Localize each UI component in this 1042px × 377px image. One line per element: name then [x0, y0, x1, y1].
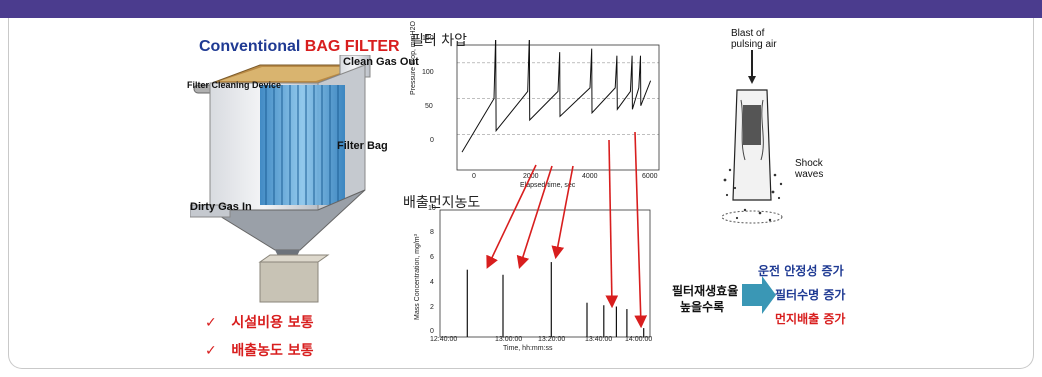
pressure-ytick-150: 150	[422, 35, 434, 42]
baghouse-title: Conventional BAG FILTER	[199, 38, 400, 56]
cause-line-1: 필터재생효율	[672, 284, 739, 298]
check-icon: ✓	[205, 343, 217, 359]
emission-chart-title: 배출먼지농도	[403, 195, 481, 211]
cause-line-2: 높을수록	[680, 300, 725, 314]
slide-frame	[8, 18, 1034, 369]
baghouse-illustration	[190, 55, 371, 303]
pressure-xtick-0: 0	[472, 173, 476, 180]
effect-1: 운전 안정성 증가	[758, 264, 844, 278]
pulse-jet-illustration	[721, 50, 783, 224]
bullet-1: ✓ 시설비용 보통	[205, 312, 314, 332]
bullet-1-text: 시설비용 보통	[231, 315, 314, 331]
label-shock-line1: Shock	[795, 158, 823, 169]
emission-xlabel: Time, hh:mm:ss	[503, 345, 553, 352]
emission-xtick-4: 13:40:00	[585, 336, 613, 343]
emission-ytick-10: 10	[428, 205, 436, 212]
label-filter-cleaning-device: Filter Cleaning Device	[187, 80, 282, 90]
emission-ytick-2: 2	[430, 304, 434, 311]
pressure-series-line	[461, 40, 652, 153]
pressure-xtick-4000: 4000	[582, 173, 598, 180]
emission-chart	[439, 209, 651, 338]
effect-2: 필터수명 증가	[775, 288, 846, 302]
label-clean-gas-out: Clean Gas Out	[343, 56, 419, 68]
pressure-ylabel: Pressure drop, mmH2O	[410, 21, 417, 95]
pressure-chart-title: 필터 차압	[411, 33, 467, 49]
bullet-2: ✓ 배출농도 보통	[205, 340, 314, 360]
label-blast-line2: pulsing air	[731, 39, 777, 50]
emission-plot-area	[439, 209, 651, 338]
emission-xtick-5: 14:00:00	[625, 336, 653, 343]
pressure-ytick-0: 0	[430, 137, 434, 144]
emission-ytick-8: 8	[430, 229, 434, 236]
pressure-chart	[456, 40, 660, 171]
label-shock: Shock waves	[795, 158, 823, 180]
label-shock-line2: waves	[795, 169, 824, 180]
bullet-2-text: 배출농도 보통	[231, 343, 314, 359]
label-blast-line1: Blast of	[731, 28, 765, 39]
pressure-grid	[457, 62, 659, 135]
emission-bars	[466, 262, 645, 337]
pressure-ytick-50: 50	[425, 103, 433, 110]
label-filter-bag: Filter Bag	[337, 140, 388, 152]
effect-3: 먼지배출 증가	[775, 312, 846, 326]
pressure-xtick-2000: 2000	[523, 173, 539, 180]
emission-ytick-6: 6	[430, 254, 434, 261]
emission-xtick-3: 13:20:00	[538, 336, 566, 343]
pressure-ytick-100: 100	[422, 69, 434, 76]
pressure-xtick-6000: 6000	[642, 173, 658, 180]
emission-xtick-1: 12:40:00	[430, 336, 458, 343]
label-blast: Blast of pulsing air	[731, 28, 777, 50]
label-dirty-gas-in: Dirty Gas In	[190, 201, 252, 213]
baghouse-title-highlight: BAG FILTER	[304, 38, 400, 55]
emission-ytick-4: 4	[430, 279, 434, 286]
header-bar	[0, 0, 1042, 18]
pressure-plot-area	[456, 44, 660, 171]
emission-xtick-2: 13:00:00	[495, 336, 523, 343]
pressure-xlabel: Elapsed time, sec	[520, 182, 576, 189]
check-icon: ✓	[205, 315, 217, 331]
emission-ylabel: Mass Concentration, mg/m³	[414, 234, 421, 320]
result-arrow-icon	[742, 276, 776, 314]
emission-ytick-0: 0	[430, 328, 434, 335]
baghouse-title-prefix: Conventional	[199, 38, 301, 55]
